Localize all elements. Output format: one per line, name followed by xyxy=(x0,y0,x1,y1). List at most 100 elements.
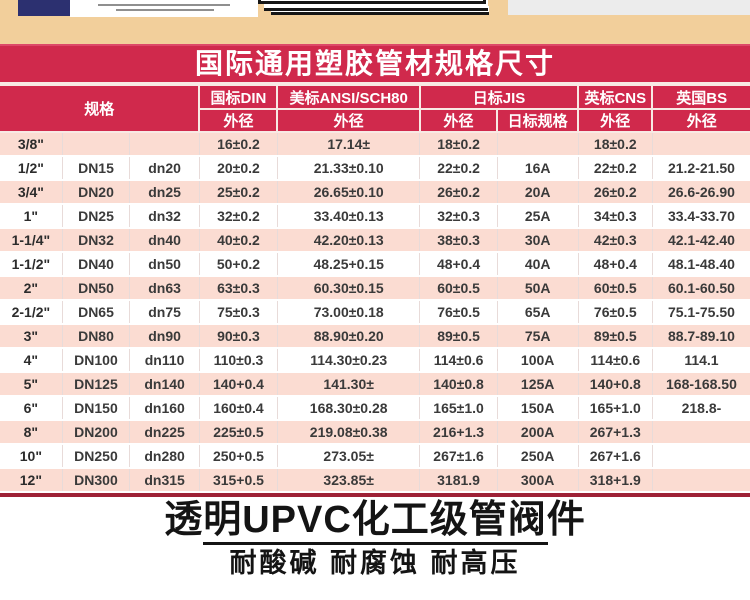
table-cell: 34±0.3 xyxy=(578,204,653,229)
footer-underline xyxy=(202,542,548,545)
table-row: 6" DN150 dn160 160±0.4 168.30±0.28 165±1.0 150… xyxy=(0,396,750,421)
table-cell: 48+0.4 xyxy=(419,252,498,277)
table-cell: 26±0.2 xyxy=(419,180,498,205)
table-cell: 5" xyxy=(0,372,63,397)
document-text-line xyxy=(116,9,214,11)
table-cell xyxy=(652,468,750,493)
table-row: 2-1/2" DN65 dn75 75±0.3 73.00±0.18 76±0.5 65A 7… xyxy=(0,300,750,325)
table-cell xyxy=(652,420,750,445)
table-cell: 48+0.4 xyxy=(578,252,653,277)
table-cell: 12" xyxy=(0,468,63,493)
table-cell: 114±0.6 xyxy=(419,348,498,373)
table-cell: 88.7-89.10 xyxy=(652,324,750,349)
table-row: 2" DN50 dn63 63±0.3 60.30±0.15 60±0.5 50A 60±0.… xyxy=(0,276,750,301)
table-cell: 318+1.9 xyxy=(578,468,653,493)
table-row: 3/4" DN20 dn25 25±0.2 26.65±0.10 26±0.2 20A 26±… xyxy=(0,180,750,205)
table-cell: 33.40±0.13 xyxy=(277,204,421,229)
table-cell: 76±0.5 xyxy=(419,300,498,325)
subheader-din-od: 外径 xyxy=(199,109,279,133)
col-header-cns: 英标CNS xyxy=(578,86,654,110)
table-cell xyxy=(62,132,131,157)
table-cell: DN25 xyxy=(62,204,131,229)
table-cell: 1/2" xyxy=(0,156,63,181)
table-cell: dn140 xyxy=(129,372,200,397)
table-cell: dn315 xyxy=(129,468,200,493)
table-cell xyxy=(129,132,200,157)
table-cell: 90±0.3 xyxy=(199,324,278,349)
table-row: 10" DN250 dn280 250+0.5 273.05± 267±1.6 250A 26… xyxy=(0,444,750,469)
table-cell: dn225 xyxy=(129,420,200,445)
table-cell: 165+1.0 xyxy=(578,396,653,421)
table-cell: DN100 xyxy=(62,348,131,373)
table-cell: 75±0.3 xyxy=(199,300,278,325)
table-cell: dn160 xyxy=(129,396,200,421)
table-cell: 42.20±0.13 xyxy=(277,228,421,253)
table-cell: 10" xyxy=(0,444,63,469)
table-cell: 73.00±0.18 xyxy=(277,300,421,325)
table-cell: 21.2-21.50 xyxy=(652,156,750,181)
table-cell: 65A xyxy=(497,300,579,325)
table-cell: 3/8" xyxy=(0,132,63,157)
table-cell: 8" xyxy=(0,420,63,445)
table-cell: 225±0.5 xyxy=(199,420,278,445)
table-cell: 16±0.2 xyxy=(199,132,278,157)
table-cell xyxy=(652,444,750,469)
table-cell: 26.65±0.10 xyxy=(277,180,421,205)
table-cell: 89±0.5 xyxy=(578,324,653,349)
table-row: 1-1/2" DN40 dn50 50+0.2 48.25+0.15 48+0.4 40A 4… xyxy=(0,252,750,277)
table-cell: dn20 xyxy=(129,156,200,181)
stacked-certificate-image xyxy=(258,0,486,4)
table-cell: 25±0.2 xyxy=(199,180,278,205)
col-header-jis: 日标JIS xyxy=(419,86,580,110)
table-cell: 30A xyxy=(497,228,579,253)
table-cell: DN150 xyxy=(62,396,131,421)
table-cell: 2-1/2" xyxy=(0,300,63,325)
table-cell: DN65 xyxy=(62,300,131,325)
subheader-cns-od: 外径 xyxy=(578,109,654,133)
table-cell: 33.4-33.70 xyxy=(652,204,750,229)
col-header-ansi: 美标ANSI/SCH80 xyxy=(277,86,421,110)
table-cell: 22±0.2 xyxy=(419,156,498,181)
table-cell: 140+0.4 xyxy=(199,372,278,397)
table-cell: 25A xyxy=(497,204,579,229)
table-cell: dn90 xyxy=(129,324,200,349)
table-cell: 140±0.8 xyxy=(419,372,498,397)
table-cell: 150A xyxy=(497,396,579,421)
table-cell: dn32 xyxy=(129,204,200,229)
certificates-banner xyxy=(0,0,750,44)
table-cell: dn75 xyxy=(129,300,200,325)
table-cell: DN250 xyxy=(62,444,131,469)
table-cell: 267±1.6 xyxy=(419,444,498,469)
table-cell: DN15 xyxy=(62,156,131,181)
table-cell: 20A xyxy=(497,180,579,205)
table-cell: 300A xyxy=(497,468,579,493)
table-cell: 250A xyxy=(497,444,579,469)
table-cell: 18±0.2 xyxy=(419,132,498,157)
table-cell: 3" xyxy=(0,324,63,349)
table-cell: 4" xyxy=(0,348,63,373)
table-cell: DN125 xyxy=(62,372,131,397)
table-cell: 114.30±0.23 xyxy=(277,348,421,373)
table-cell: 17.14± xyxy=(277,132,421,157)
table-cell: 50+0.2 xyxy=(199,252,278,277)
table-cell: 50A xyxy=(497,276,579,301)
table-cell: DN32 xyxy=(62,228,131,253)
table-cell: 40A xyxy=(497,252,579,277)
table-cell: 60.1-60.50 xyxy=(652,276,750,301)
table-row: 5" DN125 dn140 140+0.4 141.30± 140±0.8 125A 140… xyxy=(0,372,750,397)
footer-subtitle: 耐酸碱 耐腐蚀 耐高压 xyxy=(229,548,521,578)
table-cell: 200A xyxy=(497,420,579,445)
section-title-bar: 国际通用塑胶管材规格尺寸 xyxy=(0,44,750,82)
table-cell: 16A xyxy=(497,156,579,181)
subheader-jis-od: 外径 xyxy=(419,109,499,133)
table-cell: 40±0.2 xyxy=(199,228,278,253)
table-cell: 315+0.5 xyxy=(199,468,278,493)
table-row: 12" DN300 dn315 315+0.5 323.85± 3181.9 300A 318… xyxy=(0,468,750,493)
table-cell: dn110 xyxy=(129,348,200,373)
table-cell: DN300 xyxy=(62,468,131,493)
table-cell: 141.30± xyxy=(277,372,421,397)
table-cell: dn40 xyxy=(129,228,200,253)
table-cell: 60±0.5 xyxy=(419,276,498,301)
pipe-spec-table: 规格 国标DIN 美标ANSI/SCH80 日标JIS 英标CNS 英国BS 外… xyxy=(0,86,750,493)
